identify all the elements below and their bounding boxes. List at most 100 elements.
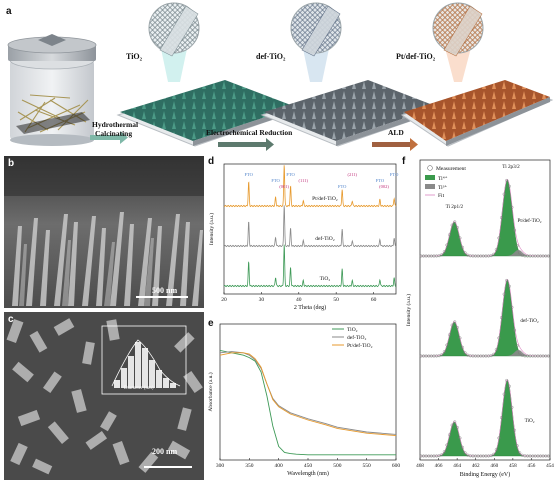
x-tick-label: 450 bbox=[304, 463, 313, 469]
peak-annotation: FTO bbox=[338, 184, 347, 189]
chart-xrd: 20 30 40 50 60 2 Theta (deg) Intensity (a.u.) P… bbox=[208, 163, 399, 311]
measurement-point bbox=[453, 320, 457, 324]
panel-letter-f: f bbox=[402, 156, 406, 167]
panel-letter-b: b bbox=[8, 158, 15, 169]
label-calcinating: Calcinating bbox=[95, 129, 133, 138]
measurement-point bbox=[450, 223, 454, 227]
measurement-point bbox=[440, 353, 444, 357]
x-tick-label: 462 bbox=[472, 463, 480, 469]
measurement-point bbox=[448, 333, 452, 337]
measurement-point bbox=[458, 436, 462, 440]
x-tick-label: 550 bbox=[363, 463, 372, 469]
measurement-point bbox=[440, 253, 444, 257]
measurement-point bbox=[492, 352, 496, 356]
legend-label: Pt/def-TiO₂ bbox=[347, 342, 373, 349]
measurement-point bbox=[463, 451, 467, 455]
ti3-peak-area bbox=[420, 249, 550, 256]
measurement-point bbox=[502, 392, 506, 396]
peak-annotation: FTO bbox=[286, 172, 295, 177]
measurement-point bbox=[445, 343, 449, 347]
xrd-series-line bbox=[223, 165, 397, 208]
measurement-point bbox=[461, 345, 465, 349]
legend-swatch-measurement bbox=[427, 165, 433, 171]
measurement-point bbox=[461, 445, 465, 449]
legend-swatch-ti4 bbox=[425, 175, 435, 180]
measurement-point bbox=[455, 225, 459, 229]
uvvis-series-line bbox=[219, 349, 396, 456]
measurement-point bbox=[500, 316, 504, 320]
measurement-point bbox=[455, 325, 459, 329]
legend-label: TiO₂ bbox=[347, 327, 358, 333]
series-label: TiO₂ bbox=[525, 418, 535, 424]
measurement-point bbox=[489, 254, 493, 258]
x-tick-label: 400 bbox=[275, 463, 284, 469]
measurement-point bbox=[458, 236, 462, 240]
peak-label-2p1-2: Ti 2p1/2 bbox=[446, 204, 464, 210]
measurement-point bbox=[492, 452, 496, 456]
x-tick-label: 454 bbox=[546, 463, 554, 469]
x-tick-label: 350 bbox=[245, 463, 254, 469]
sem-image-top bbox=[4, 312, 204, 480]
x-tick-label: 30 bbox=[259, 297, 265, 303]
measurement-point bbox=[507, 184, 511, 188]
legend-label: def-TiO₂ bbox=[347, 334, 367, 341]
label-ald: ALD bbox=[388, 128, 404, 137]
measurement-point bbox=[489, 454, 493, 458]
peak-annotation: (001) bbox=[279, 184, 289, 189]
measurement-point bbox=[513, 428, 517, 432]
series-label: Pt/def-TiO₂ bbox=[312, 195, 338, 202]
measurement-point bbox=[463, 251, 467, 255]
measurement-point bbox=[450, 423, 454, 427]
x-tick-label: 466 bbox=[435, 463, 443, 469]
x-tick-label: 460 bbox=[490, 463, 498, 469]
chart-xps: 468 466 464 462 460 458 456 454 Binding Energy (… bbox=[405, 159, 554, 478]
series-label: Pt/def-TiO₂ bbox=[518, 217, 542, 224]
measurement-point bbox=[546, 254, 550, 258]
uvvis-series-line bbox=[219, 352, 397, 437]
measurement-point bbox=[500, 416, 504, 420]
measurement-point bbox=[450, 323, 454, 327]
x-tick-label: 600 bbox=[392, 463, 401, 469]
sem-image-side bbox=[4, 156, 204, 308]
label-tio2: TiO₂ bbox=[126, 52, 143, 61]
measurement-point bbox=[497, 436, 501, 440]
peak-annotation: FTO bbox=[390, 172, 399, 177]
arrow-hydrothermal bbox=[90, 131, 128, 144]
measurement-point bbox=[510, 305, 514, 309]
measurement-point bbox=[489, 354, 493, 358]
panel-letter-e: e bbox=[208, 318, 214, 329]
peak-annotation: FTO bbox=[244, 172, 253, 177]
peak-annotation: (211) bbox=[347, 172, 357, 177]
measurement-point bbox=[442, 350, 446, 354]
x-tick-label: 464 bbox=[453, 463, 461, 469]
measurement-point bbox=[515, 344, 519, 348]
label-pt-def-tio2: Pt/def-TiO₂ bbox=[396, 52, 436, 61]
series-label: def-TiO₂ bbox=[520, 317, 539, 324]
measurement-point bbox=[546, 354, 550, 358]
measurement-point bbox=[510, 405, 514, 409]
measurement-point bbox=[437, 254, 441, 258]
series-label: def-TiO₂ bbox=[315, 235, 335, 242]
peak-annotation: FTO bbox=[376, 178, 385, 183]
measurement-point bbox=[463, 351, 467, 355]
zoom-circle-pt-def-tio2 bbox=[432, 2, 484, 57]
x-tick-label: 40 bbox=[296, 297, 302, 303]
zoom-circle-tio2 bbox=[148, 2, 200, 57]
x-tick-label: 500 bbox=[333, 463, 342, 469]
peak-annotation: (111) bbox=[299, 178, 309, 183]
measurement-point bbox=[513, 228, 517, 232]
series-label: TiO₂ bbox=[320, 276, 331, 282]
panel-letter-a: a bbox=[6, 6, 12, 17]
xrd-series-line bbox=[223, 244, 397, 288]
inset-xlabel: Diameter (nm) bbox=[124, 386, 154, 391]
arrow-electrochemical bbox=[218, 138, 274, 151]
ti3-peak-area bbox=[420, 349, 550, 356]
measurement-point bbox=[515, 444, 519, 448]
autoclave-jar bbox=[7, 34, 97, 146]
substrate-pt-def-tio2 bbox=[400, 80, 554, 147]
measurement-point bbox=[440, 453, 444, 457]
x-tick-label: 300 bbox=[216, 463, 225, 469]
measurement-point bbox=[505, 178, 509, 182]
panel-letter-d: d bbox=[208, 156, 215, 167]
label-electrochemical-reduction: Electrochemical Reduction bbox=[206, 128, 293, 137]
